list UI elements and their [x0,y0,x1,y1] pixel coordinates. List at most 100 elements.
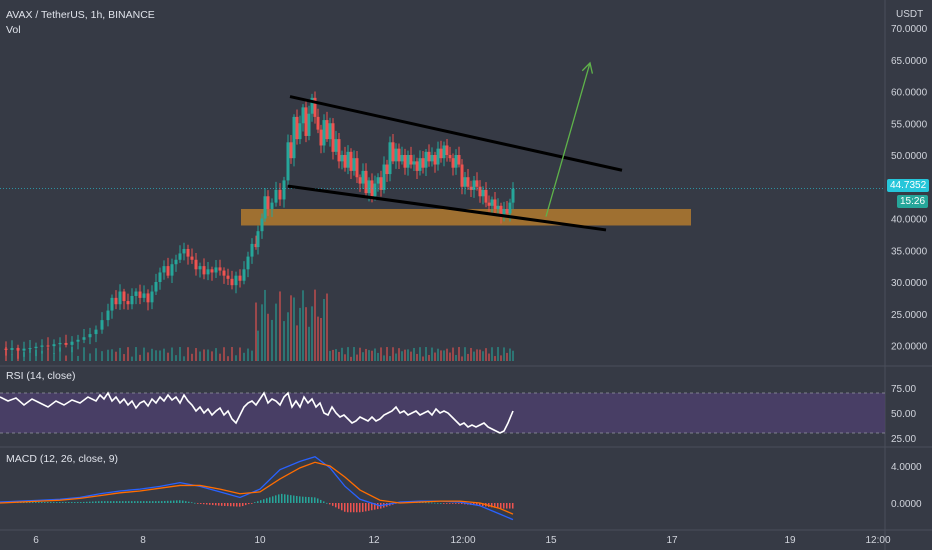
volume-bar [377,352,379,361]
candle [385,164,389,175]
candle [400,155,404,162]
candle [210,269,214,273]
candle [421,158,425,168]
candle [214,267,218,273]
macd-histogram-bar [194,502,196,504]
price-tick-label: 55.0000 [891,119,928,130]
volume-bar [111,349,113,361]
candle [286,142,290,181]
volume-bar [509,348,511,361]
macd-histogram-bar [131,501,133,503]
macd-histogram-bar [104,501,106,503]
volume-bar [350,356,352,361]
macd-histogram-bar [77,502,79,503]
candle [222,270,226,276]
macd-histogram-bar [362,503,364,512]
macd-histogram-bar [236,503,238,507]
candle [340,155,344,162]
macd-histogram-bar [245,503,247,506]
candle [475,180,479,187]
volume-bar [314,289,316,361]
volume-bar [151,348,153,361]
candle [263,196,267,219]
volume-bar [311,306,313,361]
candle [322,120,326,146]
macd-histogram-bar [437,502,439,504]
volume-bar [434,352,436,361]
candle [331,123,335,152]
macd-histogram-bar [356,503,358,513]
volume-bar [207,349,209,361]
candle [142,293,146,298]
volume-bar [155,350,157,361]
macd-histogram-bar [269,497,271,503]
volume-bar [482,351,484,361]
candle [182,248,186,254]
macd-histogram-bar [479,503,481,506]
volume-bar [159,350,161,361]
volume-bar [353,347,355,361]
volume-bar [29,349,31,361]
volume-bar [362,352,364,361]
candle [451,158,455,168]
candle [292,116,296,159]
macd-title: MACD (12, 26, close, 9) [6,453,119,465]
macd-histogram-bar [272,496,274,503]
macd-histogram-bar [32,502,34,503]
volume-bar [344,354,346,361]
macd-histogram-bar [128,501,130,503]
macd-histogram-bar [278,494,280,503]
macd-histogram-bar [137,501,139,503]
macd-histogram-bar [440,503,442,504]
candle [373,183,377,197]
macd-histogram-bar [53,502,55,503]
macd-histogram-bar [197,503,199,504]
volume-bar [283,321,285,361]
volume-bar [404,349,406,361]
candle [274,189,278,203]
macd-histogram-bar [359,503,361,513]
candle [442,145,446,159]
macd-histogram-bar [338,503,340,509]
time-tick-label: 6 [33,535,39,546]
volume-bar [171,347,173,361]
volume-bar [53,353,55,361]
candle [361,170,365,184]
candle [174,259,178,265]
volume-bar [374,348,376,361]
rsi-title: RSI (14, close) [6,370,76,382]
candle [206,269,210,275]
volume-bar [488,353,490,361]
volume-bar [127,347,129,361]
macd-histogram-bar [218,503,220,506]
macd-histogram-bar [26,502,28,503]
time-tick-label: 12 [368,535,380,546]
macd-histogram-bar [347,503,349,513]
volume-bar [365,348,367,361]
candle [242,269,246,281]
macd-histogram-bar [263,499,265,503]
macd-histogram-bar [320,499,322,503]
candle [478,186,482,197]
upper-trendline [289,95,623,172]
macd-histogram-bar [179,500,181,503]
macd-histogram-bar [305,496,307,503]
candle [499,205,503,216]
candle [346,151,350,168]
volume-bar [329,350,331,361]
volume-bars [5,289,514,361]
volume-bar [317,316,319,361]
volume-bar [167,352,169,361]
candle [484,189,488,203]
macd-histogram-bar [86,501,88,503]
candle [226,275,230,279]
volume-bar [473,351,475,361]
volume-bar [267,313,269,361]
volume-bar [326,293,328,361]
candle [178,253,182,260]
volume-bar [359,347,361,361]
macd-histogram-bar [122,501,124,503]
macd-histogram-bar [374,503,376,510]
